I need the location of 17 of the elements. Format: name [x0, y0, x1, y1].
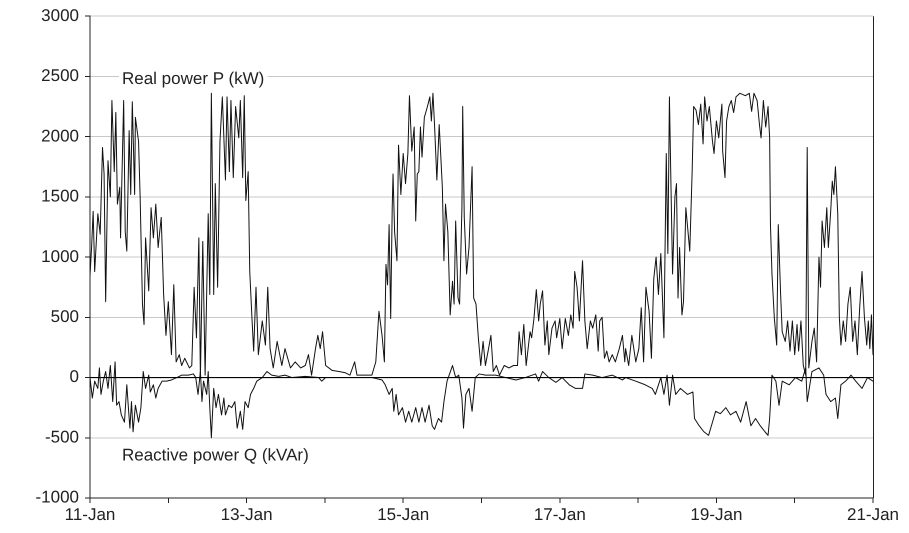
y-tick-label: 1500: [41, 186, 79, 206]
y-tick-label: 3000: [41, 6, 79, 25]
x-tick-label: 17-Jan: [534, 504, 586, 524]
x-tick-label: 11-Jan: [64, 504, 116, 524]
y-tick-label: 2000: [41, 126, 79, 146]
y-tick-label: 1000: [41, 246, 79, 266]
x-tick-label: 21-Jan: [847, 504, 899, 524]
x-tick-label: 19-Jan: [690, 504, 742, 524]
x-tick-label: 13-Jan: [220, 504, 273, 524]
x-tick-label: 15-Jan: [377, 504, 430, 524]
y-tick-label: 2500: [41, 66, 79, 86]
series-label: Reactive power Q (kVAr): [122, 446, 309, 465]
y-tick-label: -1000: [36, 488, 79, 507]
y-tick-label: 0: [70, 367, 79, 386]
y-tick-label: 500: [50, 307, 79, 326]
series-label: Real power P (kW): [122, 68, 264, 88]
y-tick-label: -500: [44, 427, 79, 446]
